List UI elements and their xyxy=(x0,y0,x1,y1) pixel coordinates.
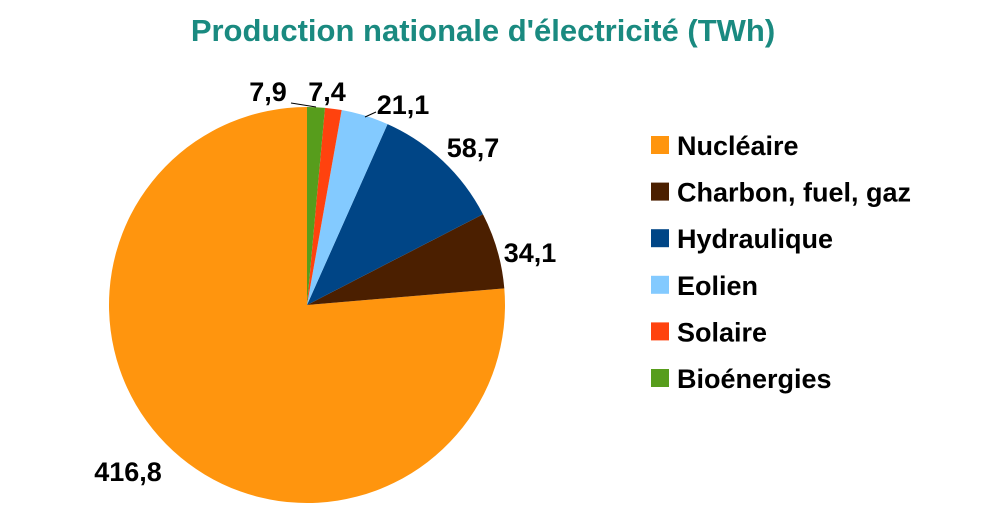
legend-swatch xyxy=(651,275,669,294)
data-label-nucleaire: 416,8 xyxy=(94,457,162,487)
data-labels: 416,8 34,1 58,7 21,1 7,4 7,9 xyxy=(94,77,556,487)
legend-label: Hydraulique xyxy=(677,224,833,254)
data-label-solaire: 7,4 xyxy=(308,77,346,107)
pie-slices xyxy=(108,107,505,503)
legend-item-charbon-fuel-gaz: Charbon, fuel, gaz xyxy=(651,178,911,208)
slice-bioenergies xyxy=(307,107,325,305)
slice-solaire xyxy=(307,107,342,305)
legend-item-eolien: Eolien xyxy=(651,271,758,301)
legend-label: Nucléaire xyxy=(677,131,799,161)
slice-charbon-fuel-gaz xyxy=(307,214,505,305)
slice-hydraulique xyxy=(307,124,483,305)
legend-swatch xyxy=(651,182,669,201)
leader-line xyxy=(290,102,317,108)
chart-title: Production nationale d'électricité (TWh) xyxy=(191,13,775,48)
data-label-eolien: 21,1 xyxy=(377,90,430,120)
data-label-charbon-fuel-gaz: 34,1 xyxy=(504,238,557,268)
legend-item-hydraulique: Hydraulique xyxy=(651,224,833,254)
legend-swatch xyxy=(651,136,669,154)
legend-swatch xyxy=(651,369,669,387)
data-label-hydraulique: 58,7 xyxy=(447,133,500,163)
legend-label: Charbon, fuel, gaz xyxy=(677,178,911,208)
slice-eolien xyxy=(307,110,388,305)
legend-swatch xyxy=(651,229,669,248)
legend-label: Solaire xyxy=(677,317,767,347)
legend-swatch xyxy=(651,322,669,341)
leader-line xyxy=(364,111,377,118)
legend-item-bioenergies: Bioénergies xyxy=(651,364,832,394)
legend-item-nucleaire: Nucléaire xyxy=(651,131,799,161)
legend-item-solaire: Solaire xyxy=(651,317,767,347)
legend: Nucléaire Charbon, fuel, gaz Hydraulique Eo… xyxy=(651,131,911,394)
data-label-bioenergies: 7,9 xyxy=(249,77,287,107)
slice-nucleaire xyxy=(108,107,505,503)
legend-label: Eolien xyxy=(677,271,758,301)
legend-label: Bioénergies xyxy=(677,364,832,394)
